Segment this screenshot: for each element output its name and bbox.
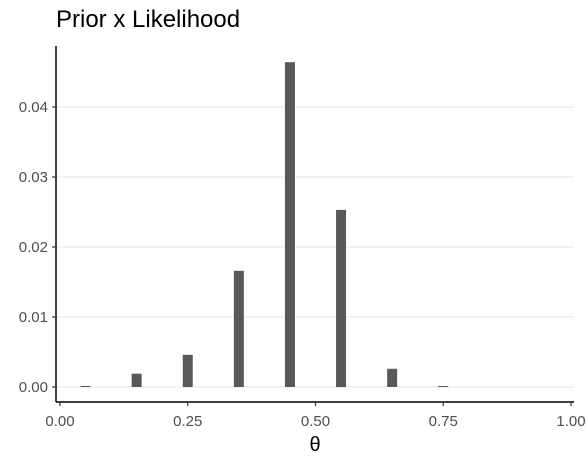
x-tick-label: 0.75 [429, 413, 458, 430]
axes [55, 46, 574, 403]
bar [336, 209, 347, 387]
x-tick-label: 0.00 [45, 413, 74, 430]
bar [80, 386, 91, 387]
bars [80, 62, 449, 387]
x-tick-label: 0.25 [173, 413, 202, 430]
x-axis-title: θ [309, 434, 320, 456]
x-tick-label: 1.00 [556, 413, 585, 430]
bar [387, 368, 398, 387]
y-tick-label: 0.01 [19, 309, 48, 326]
y-tick-label: 0.00 [19, 379, 48, 396]
x-axis-ticks: 0.00 0.25 0.50 0.75 1.00 [45, 402, 586, 430]
bar [438, 386, 449, 387]
y-tick-label: 0.02 [19, 239, 48, 256]
bar [131, 373, 142, 387]
y-axis-ticks: 0.00 0.01 0.02 0.03 0.04 [19, 99, 56, 396]
bar [284, 62, 295, 387]
bar [182, 354, 193, 387]
bar [233, 270, 244, 387]
gridlines [56, 106, 574, 388]
x-tick-label: 0.50 [301, 413, 330, 430]
y-tick-label: 0.04 [19, 99, 48, 116]
y-tick-label: 0.03 [19, 169, 48, 186]
chart-title: Prior x Likelihood [56, 6, 241, 33]
